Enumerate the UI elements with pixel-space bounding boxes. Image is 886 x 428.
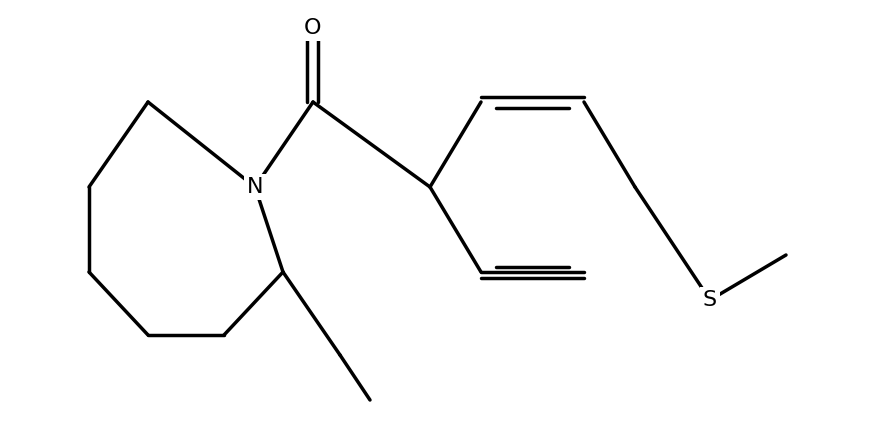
Text: O: O <box>304 18 322 38</box>
Text: N: N <box>246 177 263 197</box>
Text: S: S <box>703 290 717 310</box>
